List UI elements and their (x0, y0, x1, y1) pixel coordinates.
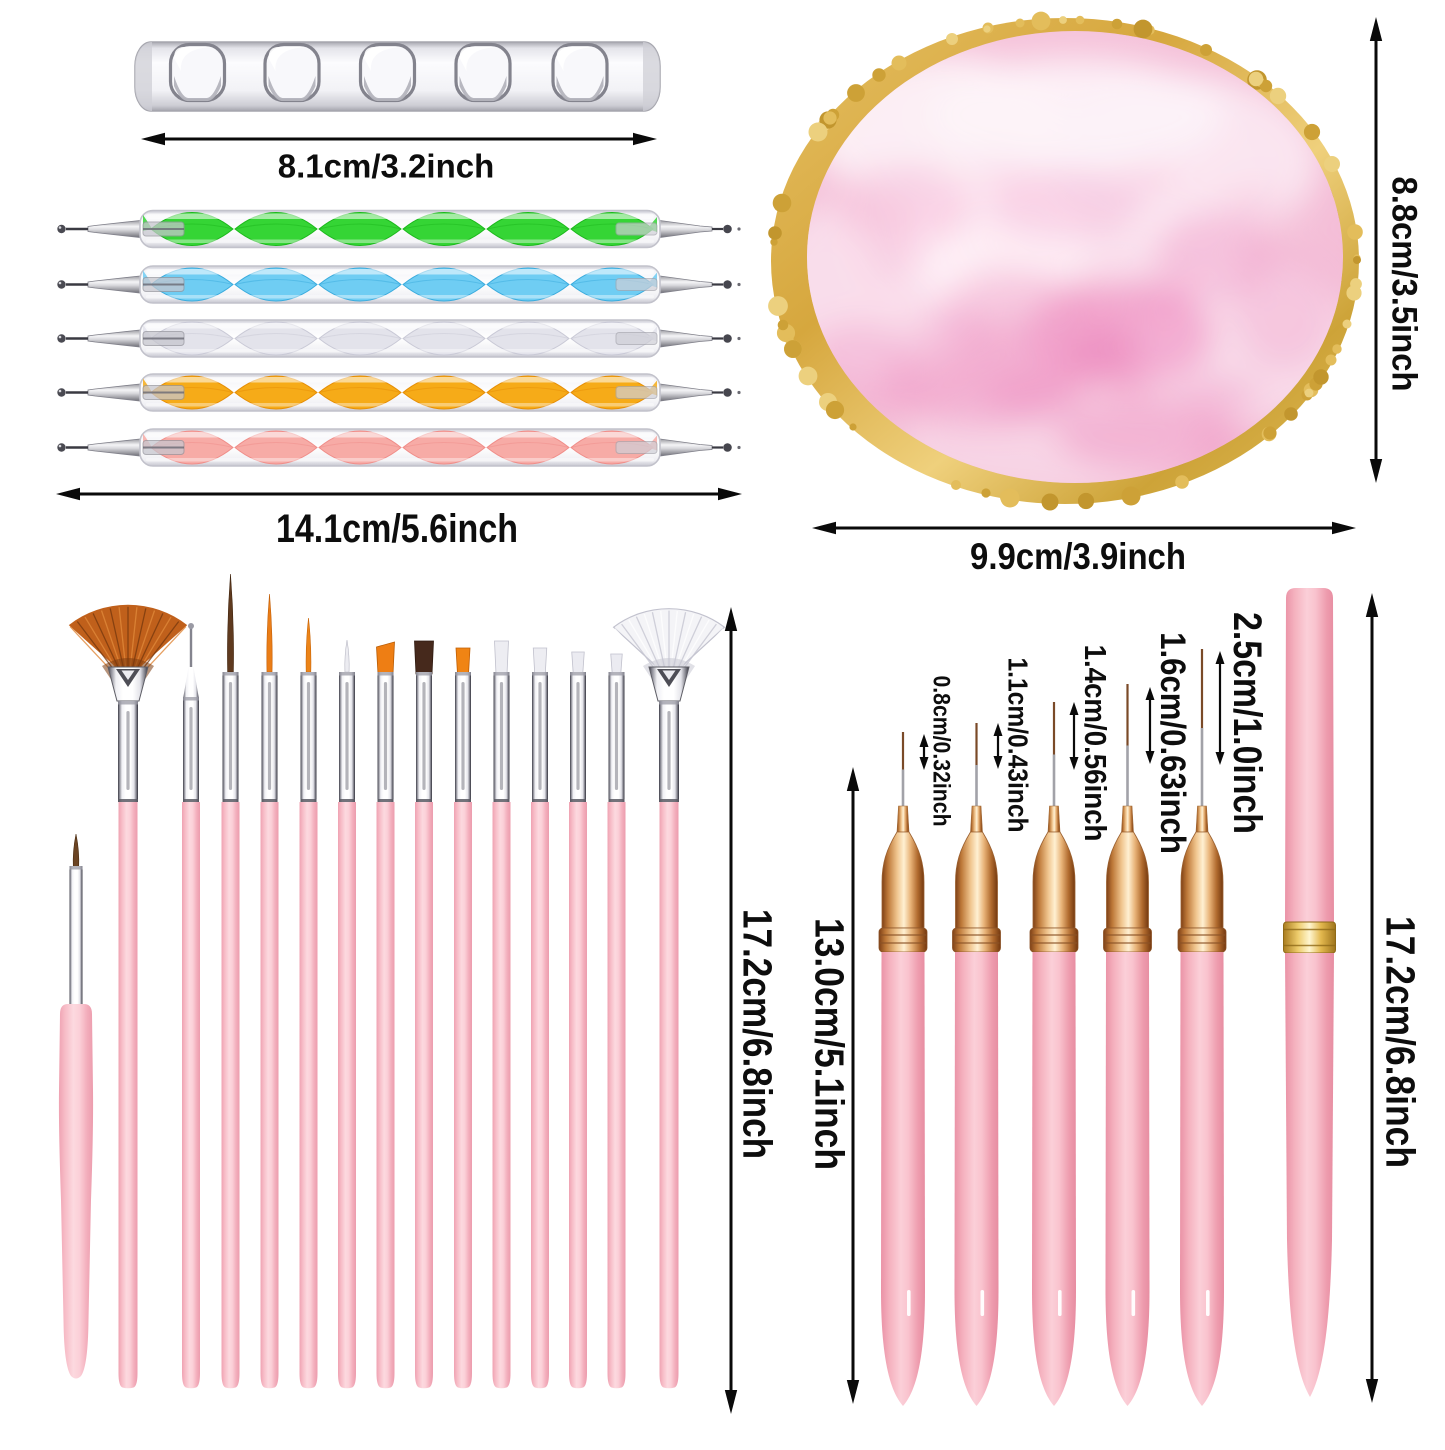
svg-text:9.9cm/3.9inch: 9.9cm/3.9inch (970, 536, 1186, 577)
svg-text:17.2cm/6.8inch: 17.2cm/6.8inch (1377, 916, 1423, 1168)
svg-text:1.4cm/0.56inch: 1.4cm/0.56inch (1078, 645, 1113, 842)
svg-text:2.5cm/1.0inch: 2.5cm/1.0inch (1225, 612, 1270, 834)
svg-text:13.0cm/5.1inch: 13.0cm/5.1inch (806, 918, 852, 1170)
svg-text:14.1cm/5.6inch: 14.1cm/5.6inch (276, 505, 518, 550)
svg-text:1.6cm/0.63inch: 1.6cm/0.63inch (1152, 632, 1191, 854)
svg-text:8.8cm/3.5inch: 8.8cm/3.5inch (1384, 176, 1423, 391)
svg-text:17.2cm/6.8inch: 17.2cm/6.8inch (734, 909, 780, 1159)
svg-text:1.1cm/0.43inch: 1.1cm/0.43inch (1002, 657, 1034, 832)
svg-text:8.1cm/3.2inch: 8.1cm/3.2inch (278, 148, 494, 185)
svg-text:0.8cm/0.32inch: 0.8cm/0.32inch (928, 675, 956, 826)
